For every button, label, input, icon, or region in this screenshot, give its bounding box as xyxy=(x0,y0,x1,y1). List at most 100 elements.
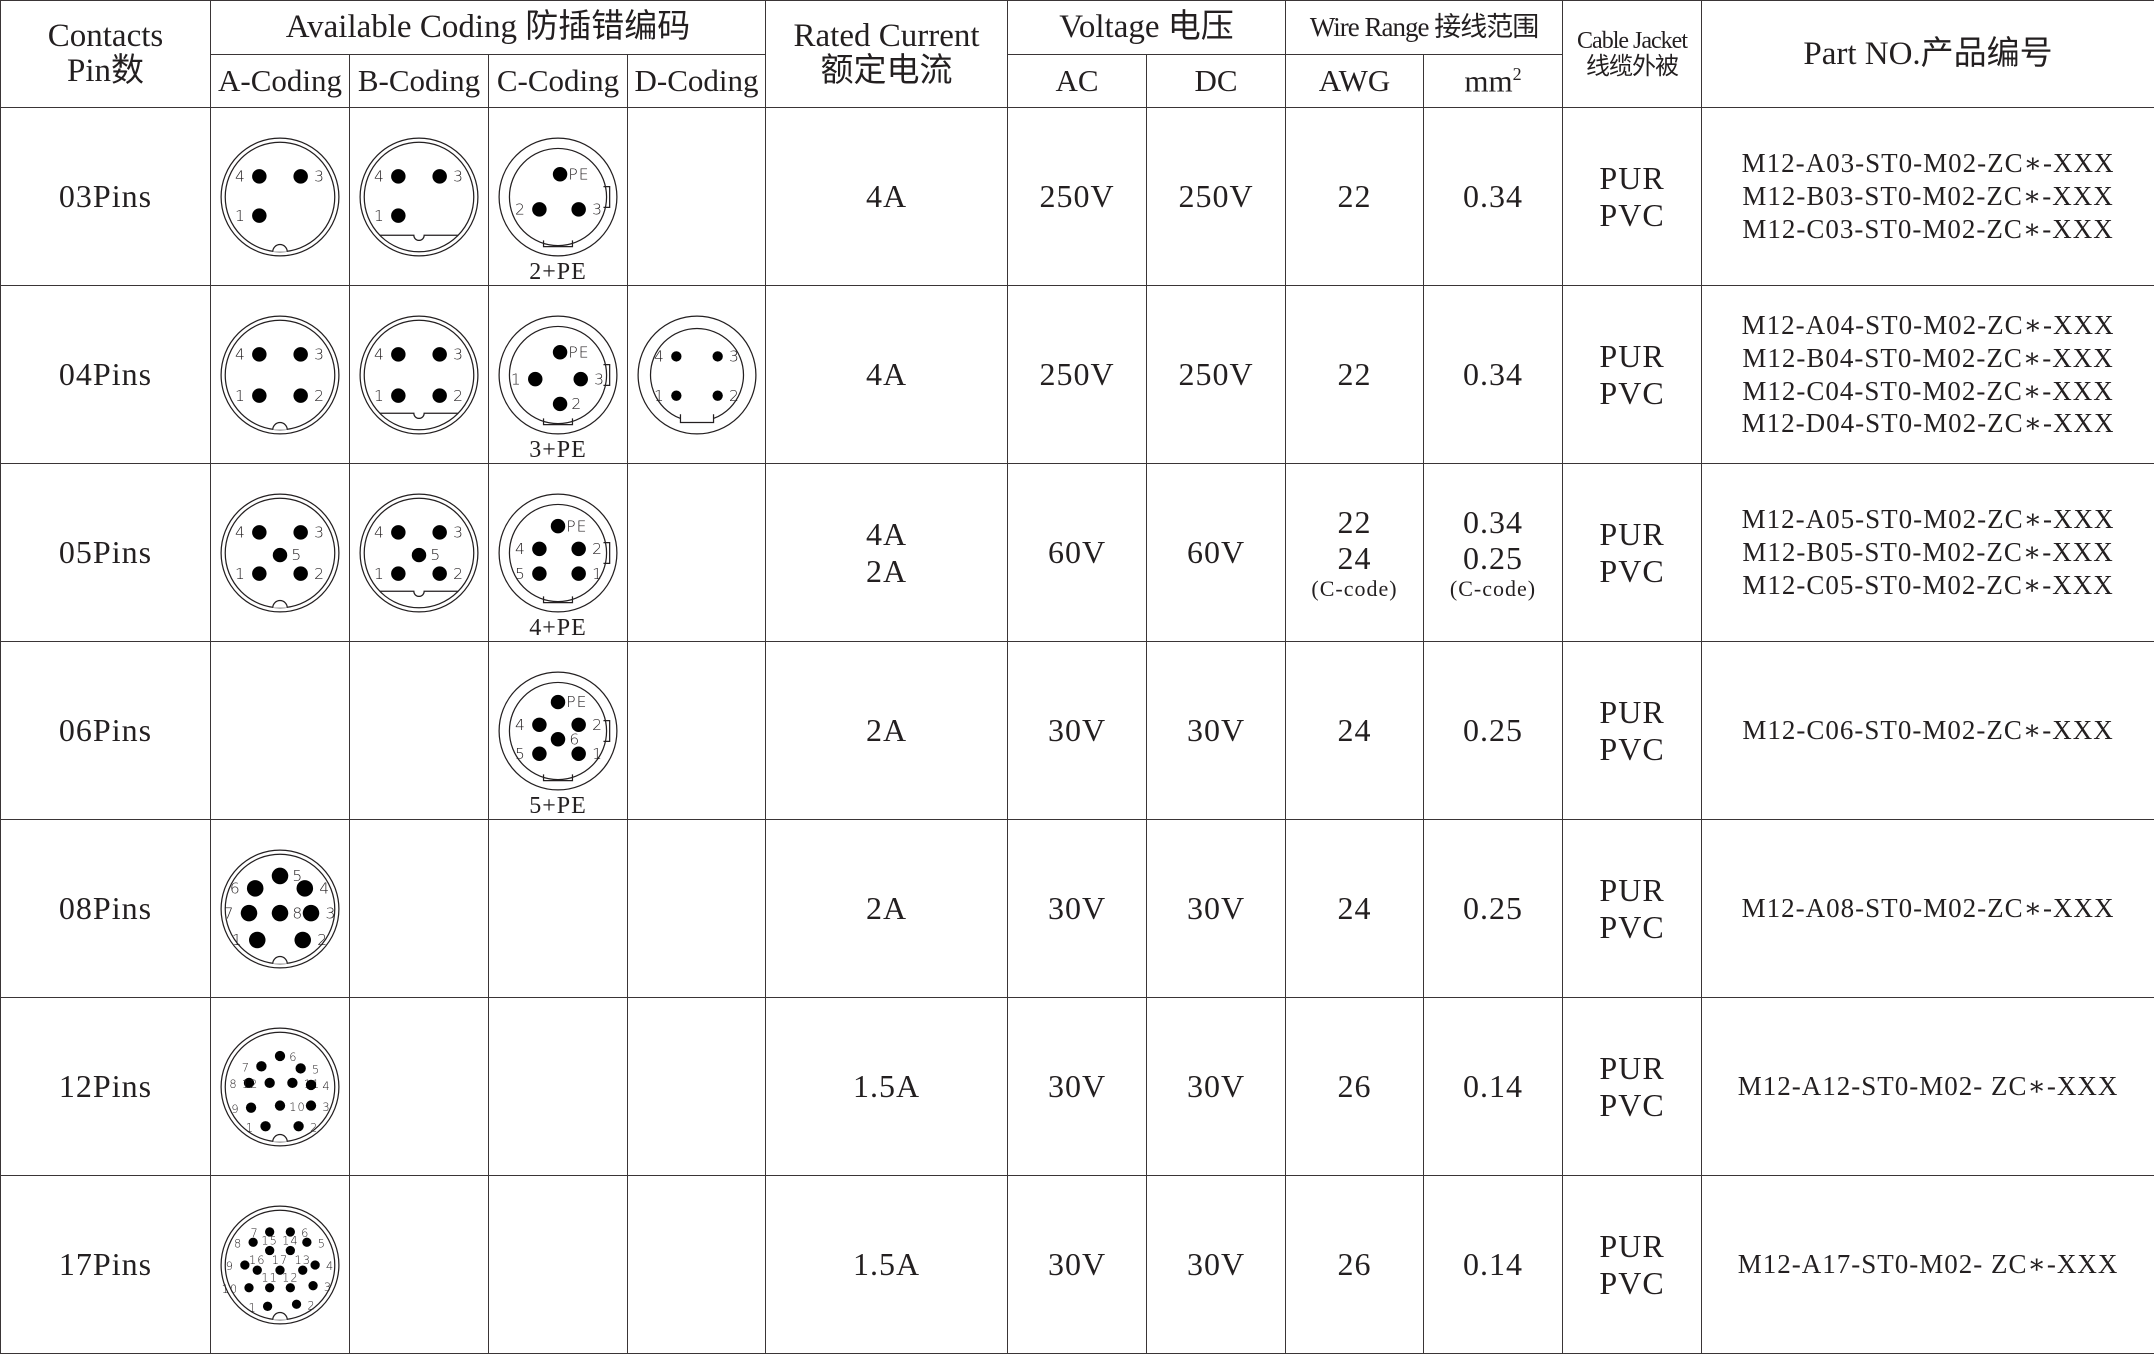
pin-12: 12 xyxy=(242,1077,275,1091)
pin-PE: PE xyxy=(550,693,586,711)
b-coding-cell xyxy=(349,997,489,1176)
c-coding-cell: PE 1 3 2 3+PE xyxy=(488,285,628,464)
cell-line: 2A xyxy=(865,712,908,749)
pin-dot xyxy=(246,879,264,897)
cell-line: PUR xyxy=(1599,515,1665,552)
pin-label: 3 xyxy=(729,347,740,365)
pin-dot xyxy=(293,346,308,362)
header-jacket-cn: 线缆外被 xyxy=(1586,54,1679,80)
connector-a-coding-diagram: 4 3 1 2 xyxy=(220,314,340,435)
pin-label: 5 xyxy=(515,564,526,582)
pin-dot xyxy=(411,547,427,562)
b-coding-cell xyxy=(349,819,489,998)
pin-dot xyxy=(272,547,288,562)
mm2-cell: 0.25 xyxy=(1423,819,1564,998)
header-voltage: Voltage 电压 xyxy=(1007,0,1287,55)
pin-4: 4 xyxy=(235,167,267,185)
part-number-cell: M12-A12-ST0-M02- ZC∗-XXX xyxy=(1701,997,2154,1176)
cell-line: M12-A17-ST0-M02- ZC∗-XXX xyxy=(1737,1249,2119,1280)
pin-5: 5 xyxy=(272,546,301,564)
pin-dot xyxy=(265,1245,275,1255)
pin-label: 1 xyxy=(235,386,246,404)
pin-dot xyxy=(293,387,308,403)
pin-dot xyxy=(532,717,547,732)
pin-label: 5 xyxy=(292,867,303,885)
table-row: 06Pins PE 4 2 5 1 6 5+PE 2A 30V 30V 24 0.25 PUR PVC M12… xyxy=(0,641,2154,820)
d-coding-cell xyxy=(626,819,767,998)
table-row: 05Pins 4 3 1 2 5 4 3 1 2 5 PE 4 2 5 1 4+PE 4A 2A 60V 60V 22 24… xyxy=(0,463,2154,642)
pin-8: 8 xyxy=(271,904,302,922)
table-row: 17Pins 1 2 3 4 5 6 7 8 9 10 11 12 13 14 15 16 17 1.5A 30V 30… xyxy=(0,1175,2154,1354)
cable-jacket-cell: PUR PVC xyxy=(1562,285,1703,464)
pin-label: 1 xyxy=(592,744,603,762)
pin-dot xyxy=(294,931,311,948)
pin-dot xyxy=(256,1060,267,1071)
pin-PE: PE xyxy=(552,343,589,361)
cell-line: PVC xyxy=(1599,1086,1665,1123)
coding-label: 4+PE xyxy=(529,615,587,642)
pin-7: 7 xyxy=(224,904,258,922)
connector-a-coding-diagram: 4 3 1 25 xyxy=(220,492,340,613)
pin-dot xyxy=(391,524,406,540)
header-contacts: Contacts Pin数 xyxy=(0,0,211,108)
c-coding-cell: PE 4 2 5 1 6 5+PE xyxy=(488,641,628,820)
d-coding-cell xyxy=(626,107,767,286)
cell-line: 0.34 xyxy=(1463,178,1524,215)
ac-voltage-cell: 30V xyxy=(1007,1175,1148,1354)
contacts-cell: 05Pins xyxy=(0,463,211,642)
pin-dot xyxy=(271,867,289,884)
pin-dot xyxy=(571,717,586,732)
d-coding-cell xyxy=(626,1175,767,1354)
rated-current-cell: 4A xyxy=(765,107,1009,286)
pin-label: 4 xyxy=(374,167,385,185)
pin-1: 1 xyxy=(235,564,267,582)
rated-current-cell: 2A xyxy=(765,641,1009,820)
dc-voltage-cell: 30V xyxy=(1146,819,1287,998)
ac-voltage-cell: 60V xyxy=(1007,463,1148,642)
pin-dot xyxy=(305,1099,317,1111)
pin-label: 5 xyxy=(318,1236,326,1250)
connector-b-coding-diagram: 4 3 1 2 xyxy=(359,314,479,435)
pin-label: 1 xyxy=(235,564,246,582)
pin-dot xyxy=(391,565,406,581)
b-coding-cell xyxy=(349,641,489,820)
cable-jacket-cell: PUR PVC xyxy=(1562,1175,1703,1354)
c-coding-cell xyxy=(488,819,628,998)
pin-label: 2 xyxy=(592,715,603,733)
cell-line: 0.25 xyxy=(1463,540,1524,577)
pin-dot xyxy=(532,201,547,217)
header-ac: AC xyxy=(1007,54,1148,108)
mm2-cell: 0.34 xyxy=(1423,285,1564,464)
pin-dot xyxy=(550,518,566,533)
pin-label: 3 xyxy=(325,904,336,922)
pin-dot xyxy=(550,731,566,746)
pin-12: 12 xyxy=(282,1270,298,1292)
ac-voltage-cell: 30V xyxy=(1007,997,1148,1176)
connector-b-coding-diagram: 4 3 1 25 xyxy=(359,492,479,613)
pin-13: 13 xyxy=(294,1252,310,1275)
pin-label: 2 xyxy=(317,931,328,949)
pin-dot xyxy=(670,390,681,401)
pin-dot xyxy=(285,1245,295,1255)
pin-label: 6 xyxy=(289,1050,297,1064)
cell-line: 24 xyxy=(1337,540,1372,577)
header-mm2-unit: mm xyxy=(1464,62,1513,98)
pin-dot xyxy=(265,1226,275,1237)
cell-line: 1.5A xyxy=(852,1246,921,1283)
pin-dot xyxy=(571,201,586,217)
header-awg: AWG xyxy=(1285,54,1425,108)
cell-line: 0.25 xyxy=(1463,712,1524,749)
pin-dot xyxy=(308,1280,318,1290)
pin-3: 3 xyxy=(573,370,604,388)
d-coding-cell: 4 3 1 2 xyxy=(626,285,767,464)
pin-label: 1 xyxy=(374,564,385,582)
pin-label: 4 xyxy=(654,347,665,365)
pin-dot xyxy=(552,344,568,359)
cell-line: M12-A12-ST0-M02- ZC∗-XXX xyxy=(1737,1071,2119,1102)
pin-dot xyxy=(293,524,308,540)
pin-label: 5 xyxy=(312,1062,320,1076)
coding-label: 2+PE xyxy=(529,259,587,286)
a-coding-cell: 675812114910312 xyxy=(210,997,350,1176)
